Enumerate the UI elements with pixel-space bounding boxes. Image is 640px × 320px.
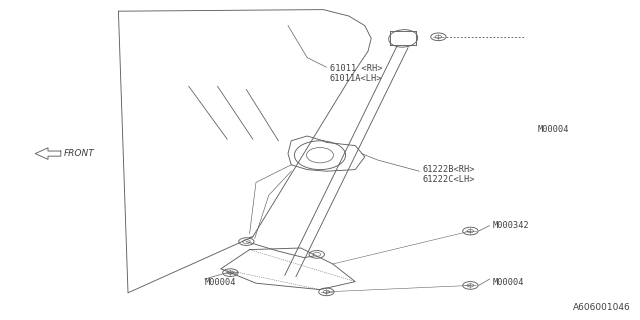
Text: M00004: M00004 — [538, 125, 569, 134]
Text: 61011 <RH>: 61011 <RH> — [330, 64, 382, 73]
Text: 61222B<RH>: 61222B<RH> — [422, 165, 475, 174]
Text: FRONT: FRONT — [64, 149, 95, 158]
Text: M000342: M000342 — [493, 221, 529, 230]
Text: 61011A<LH>: 61011A<LH> — [330, 74, 382, 83]
Text: M00004: M00004 — [205, 278, 236, 287]
Text: 61222C<LH>: 61222C<LH> — [422, 175, 475, 184]
Text: A606001046: A606001046 — [573, 303, 630, 312]
Text: M00004: M00004 — [493, 278, 524, 287]
